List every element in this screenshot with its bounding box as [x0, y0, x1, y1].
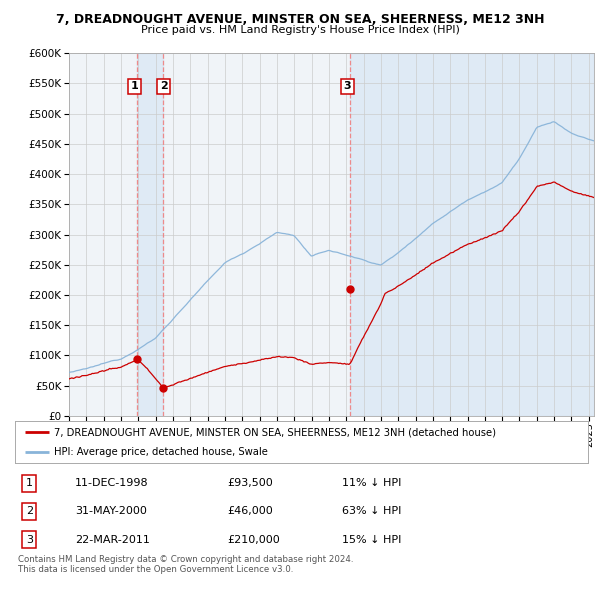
Text: 63% ↓ HPI: 63% ↓ HPI — [341, 506, 401, 516]
Text: 2: 2 — [26, 506, 33, 516]
Text: 1: 1 — [26, 478, 33, 488]
Text: 3: 3 — [344, 81, 351, 91]
Text: 31-MAY-2000: 31-MAY-2000 — [75, 506, 147, 516]
Text: £210,000: £210,000 — [227, 535, 280, 545]
Text: 7, DREADNOUGHT AVENUE, MINSTER ON SEA, SHEERNESS, ME12 3NH: 7, DREADNOUGHT AVENUE, MINSTER ON SEA, S… — [56, 13, 544, 26]
Text: 2: 2 — [160, 81, 167, 91]
Text: 1: 1 — [131, 81, 139, 91]
Text: Contains HM Land Registry data © Crown copyright and database right 2024.
This d: Contains HM Land Registry data © Crown c… — [18, 555, 353, 574]
Bar — [350, 53, 594, 416]
Text: 15% ↓ HPI: 15% ↓ HPI — [341, 535, 401, 545]
Text: 7, DREADNOUGHT AVENUE, MINSTER ON SEA, SHEERNESS, ME12 3NH (detached house): 7, DREADNOUGHT AVENUE, MINSTER ON SEA, S… — [54, 427, 496, 437]
Text: £93,500: £93,500 — [227, 478, 273, 488]
Bar — [137, 53, 163, 416]
Text: 3: 3 — [26, 535, 33, 545]
Text: HPI: Average price, detached house, Swale: HPI: Average price, detached house, Swal… — [54, 447, 268, 457]
Text: 22-MAR-2011: 22-MAR-2011 — [75, 535, 150, 545]
Text: £46,000: £46,000 — [227, 506, 273, 516]
Text: 11-DEC-1998: 11-DEC-1998 — [75, 478, 149, 488]
Text: Price paid vs. HM Land Registry's House Price Index (HPI): Price paid vs. HM Land Registry's House … — [140, 25, 460, 35]
Text: 11% ↓ HPI: 11% ↓ HPI — [341, 478, 401, 488]
